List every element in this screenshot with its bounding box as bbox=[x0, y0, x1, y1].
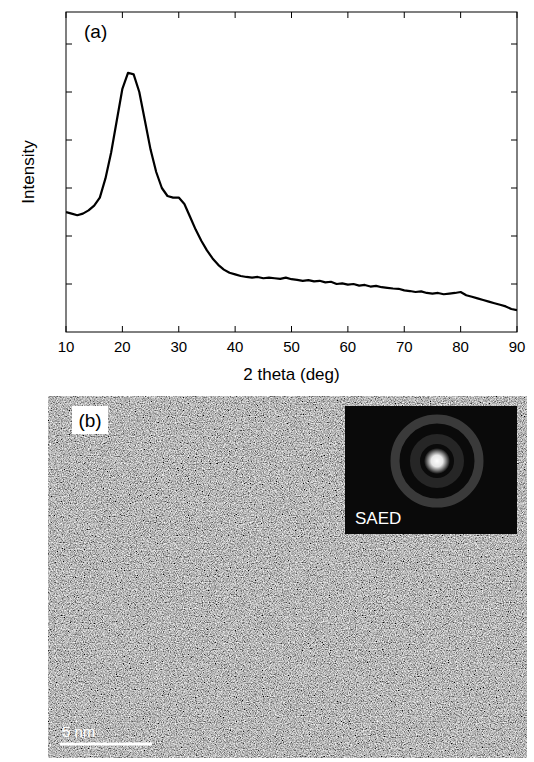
x-tick-top bbox=[347, 12, 348, 18]
saed-inset bbox=[345, 406, 517, 534]
x-tick bbox=[291, 326, 292, 332]
x-tick-label: 60 bbox=[340, 338, 357, 355]
y-tick-right bbox=[511, 236, 517, 237]
x-tick-label: 30 bbox=[170, 338, 187, 355]
x-tick-label: 50 bbox=[283, 338, 300, 355]
y-tick-right bbox=[511, 140, 517, 141]
x-tick-label: 20 bbox=[114, 338, 131, 355]
x-tick-top bbox=[178, 12, 179, 18]
x-tick-top bbox=[404, 12, 405, 18]
y-tick-right bbox=[511, 92, 517, 93]
inset-label: SAED bbox=[355, 509, 401, 528]
x-tick-top bbox=[460, 12, 461, 18]
scale-bar bbox=[60, 743, 152, 746]
plot-frame bbox=[66, 12, 517, 332]
x-axis-title: 2 theta (deg) bbox=[243, 365, 339, 384]
x-tick-top bbox=[122, 12, 123, 18]
saed-halo bbox=[415, 439, 459, 483]
x-tick bbox=[517, 326, 518, 332]
x-tick bbox=[347, 326, 348, 332]
panel-label: (a) bbox=[84, 21, 107, 42]
x-tick-label: 10 bbox=[58, 338, 75, 355]
x-tick-top bbox=[517, 12, 518, 18]
tem-image bbox=[48, 396, 527, 758]
saed-spot bbox=[424, 448, 450, 474]
y-axis-title: Intensity bbox=[19, 140, 38, 204]
x-tick-label: 70 bbox=[396, 338, 413, 355]
x-tick-label: 90 bbox=[509, 338, 526, 355]
y-tick-right bbox=[511, 284, 517, 285]
saed-ring bbox=[395, 419, 479, 503]
x-tick bbox=[122, 326, 123, 332]
y-tick bbox=[66, 284, 72, 285]
y-tick-right bbox=[511, 188, 517, 189]
x-tick bbox=[178, 326, 179, 332]
x-tick-top bbox=[66, 12, 67, 18]
x-tick-label: 40 bbox=[227, 338, 244, 355]
x-tick bbox=[404, 326, 405, 332]
x-tick bbox=[460, 326, 461, 332]
tem-background bbox=[48, 396, 527, 758]
x-tick bbox=[66, 326, 67, 332]
y-tick bbox=[66, 188, 72, 189]
panel-a: 10 20 30 40 50 60 70 80 90 2 theta (deg) Intensity… bbox=[19, 12, 525, 384]
y-tick-right bbox=[511, 44, 517, 45]
panel-b: (b) SAED 5 nm bbox=[48, 396, 527, 758]
scale-bar-label: 5 nm bbox=[62, 723, 95, 740]
x-tick-top bbox=[291, 12, 292, 18]
line-group bbox=[66, 73, 517, 310]
figure: 10 20 30 40 50 60 70 80 90 2 theta (deg) Intensity… bbox=[0, 0, 534, 762]
x-tick-top bbox=[235, 12, 236, 18]
panel-label: (b) bbox=[78, 410, 101, 431]
x-tick bbox=[235, 326, 236, 332]
y-tick bbox=[66, 236, 72, 237]
y-tick bbox=[66, 92, 72, 93]
y-tick bbox=[66, 44, 72, 45]
x-tick-label: 80 bbox=[452, 338, 469, 355]
xrd-curve bbox=[66, 73, 517, 310]
y-tick bbox=[66, 140, 72, 141]
panel-label-patch bbox=[72, 406, 108, 434]
